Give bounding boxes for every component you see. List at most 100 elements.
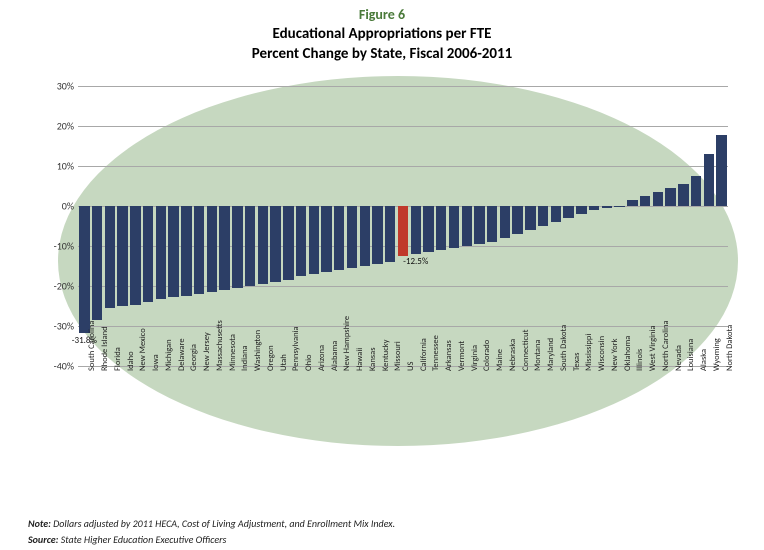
bar [538,206,548,226]
category-label: Washington [253,330,263,371]
category-label: Alaska [699,349,709,371]
category-label: Indiana [240,345,250,371]
category-label: Maine [495,349,505,371]
category-label: Texas [572,353,582,371]
category-label: Alabama [330,341,340,371]
category-label: Nebraska [508,339,518,371]
category-label: Pennsylvania [291,326,301,371]
bar [716,135,726,206]
bar [79,206,89,333]
category-label: Montana [533,340,543,372]
y-axis-tick: -30% [40,320,74,333]
category-label: Utah [279,354,289,371]
category-label: Colorado [482,340,492,371]
bar [423,206,433,252]
category-label: Florida [113,347,123,371]
category-label: Iowa [151,354,161,371]
bar [474,206,484,244]
category-label: Ohio [304,354,314,371]
note-line: Note: Dollars adjusted by 2011 HECA, Cos… [28,517,395,530]
bar [653,192,663,206]
bar [691,176,701,206]
chart-area: -40%-30%-20%-10%0%10%20%30%South Carolin… [28,76,736,456]
category-label: Arkansas [444,340,454,371]
bar [117,206,127,306]
category-label: Massachusetts [215,320,225,371]
bar [385,206,395,262]
y-axis-tick: -20% [40,280,74,293]
bar [678,184,688,206]
category-label: Oklahoma [623,336,633,371]
category-label: New York [610,339,620,372]
bar [627,200,637,206]
category-label: Michigan [164,339,174,371]
category-label: Connecticut [521,330,531,371]
bar [321,206,331,272]
bar [512,206,522,234]
bar [245,206,255,286]
category-label: Hawaii [355,348,365,371]
bar [640,196,650,206]
bar [309,206,319,274]
category-label: North Carolina [661,320,671,371]
bar [130,206,140,305]
category-label: US [406,362,416,371]
source-lead: Source: [28,533,58,546]
bar [258,206,268,284]
figure-title-line2: Percent Change by State, Fiscal 2006-201… [0,45,764,63]
category-label: Oregon [266,345,276,371]
grid-line [78,86,728,87]
bar [372,206,382,264]
bar [411,206,421,254]
bar [143,206,153,302]
bar [665,188,675,206]
category-label: Nevada [674,345,684,371]
bar [449,206,459,248]
bar [347,206,357,268]
note-lead: Note: [28,517,51,530]
category-label: New Jersey [202,332,212,371]
category-label: Vermont [457,341,467,371]
category-label: Louisiana [686,339,696,371]
bar [181,206,191,296]
y-axis-tick: -10% [40,240,74,253]
bar [576,206,586,214]
bar [551,206,561,222]
bar [525,206,535,230]
category-label: Wisconsin [597,336,607,371]
bar [563,206,573,218]
category-label: Mississippi [584,334,594,371]
grid-line [78,326,728,327]
bar [194,206,204,294]
plot-area: -40%-30%-20%-10%0%10%20%30%South Carolin… [78,86,728,366]
category-label: West Virginia [648,325,658,371]
category-label: Kansas [368,347,378,371]
figure-title-line1: Educational Appropriations per FTE [0,25,764,43]
figure-container: Figure 6 Educational Appropriations per … [0,6,764,550]
y-axis-tick: 0% [40,200,74,213]
bar [602,206,612,208]
category-label: South Dakota [559,325,569,371]
category-label: California [419,338,429,371]
category-label: Missouri [393,341,403,371]
category-label: North Dakota [725,325,735,371]
bar [462,206,472,246]
bar [360,206,370,266]
category-label: New Mexico [138,328,148,371]
bar [168,206,178,297]
bar [232,206,242,288]
bar [92,206,102,320]
y-axis-tick: 30% [40,80,74,93]
category-label: Maryland [546,338,556,371]
grid-line [78,126,728,127]
category-label: Delaware [177,338,187,371]
bar [219,206,229,290]
source-line: Source: State Higher Education Executive… [28,533,226,546]
bar [105,206,115,308]
category-label: Georgia [189,344,199,371]
category-label: Minnesota [228,334,238,371]
note-body: Dollars adjusted by 2011 HECA, Cost of L… [51,517,395,530]
category-label: Rhode Island [100,326,110,371]
grid-line [78,166,728,167]
bar [283,206,293,280]
